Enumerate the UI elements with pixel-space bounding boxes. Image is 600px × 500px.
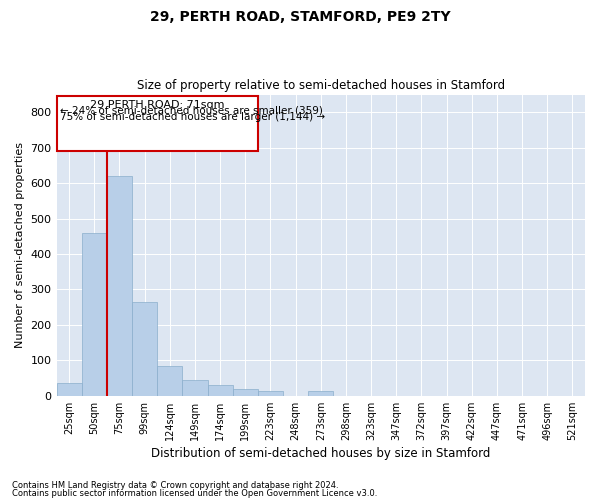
Bar [82,233,107,396]
X-axis label: Distribution of semi-detached houses by size in Stamford: Distribution of semi-detached houses by … [151,447,490,460]
Bar [157,366,182,396]
Title: Size of property relative to semi-detached houses in Stamford: Size of property relative to semi-detach… [137,79,505,92]
Bar [107,176,132,396]
Text: 29 PERTH ROAD: 71sqm: 29 PERTH ROAD: 71sqm [90,100,224,110]
Text: 75% of semi-detached houses are larger (1,144) →: 75% of semi-detached houses are larger (… [61,112,325,122]
Bar [132,302,157,396]
Bar [56,384,82,396]
Text: 29, PERTH ROAD, STAMFORD, PE9 2TY: 29, PERTH ROAD, STAMFORD, PE9 2TY [149,10,451,24]
Text: ← 24% of semi-detached houses are smaller (359): ← 24% of semi-detached houses are smalle… [61,105,323,115]
Text: Contains HM Land Registry data © Crown copyright and database right 2024.: Contains HM Land Registry data © Crown c… [12,481,338,490]
Bar [182,380,208,396]
Y-axis label: Number of semi-detached properties: Number of semi-detached properties [15,142,25,348]
Bar [258,390,283,396]
Bar [208,385,233,396]
Bar [308,390,334,396]
Bar [56,96,258,152]
Bar [233,388,258,396]
Text: Contains public sector information licensed under the Open Government Licence v3: Contains public sector information licen… [12,488,377,498]
